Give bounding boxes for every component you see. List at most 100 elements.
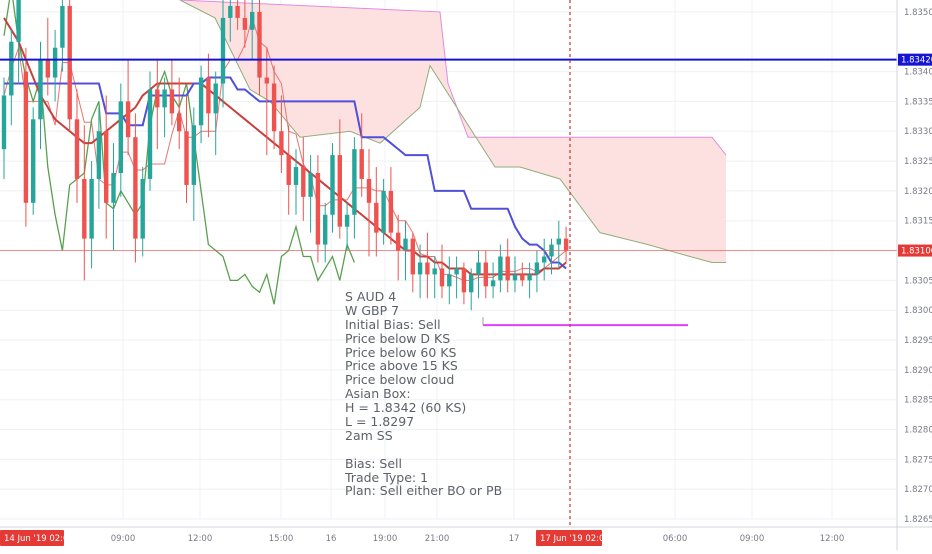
candle-body <box>396 232 401 251</box>
trade-plan-note: S AUD 4 W GBP 7 Initial Bias: Sell Price… <box>345 290 502 498</box>
candle <box>23 47 29 227</box>
candle-body <box>242 17 248 30</box>
time-axis[interactable]: 09:00 12:00 15:00 16 19:00 21:00 17 06:00 09:00 1… <box>0 526 932 546</box>
candle-body <box>461 268 467 293</box>
candle-body <box>60 5 65 48</box>
candle-body <box>23 71 29 203</box>
candle <box>220 0 226 108</box>
candle-body <box>520 274 525 281</box>
candle <box>147 71 153 191</box>
candle-body <box>308 173 313 197</box>
candle <box>82 125 87 281</box>
candle-body <box>155 89 160 108</box>
price-axis[interactable]: 1.83500 1.83400 1.83350 1.83300 1.83250 1.832… <box>896 0 932 550</box>
candle-body <box>67 5 72 120</box>
candle-body <box>286 155 291 185</box>
note-line: Price below D KS <box>345 330 451 346</box>
candle <box>9 29 14 126</box>
note-line: H = 1.8342 (60 KS) <box>345 400 467 416</box>
candle-body <box>118 101 123 173</box>
price-tick-label: 1.83300 <box>904 127 932 137</box>
candle <box>476 250 481 299</box>
candle <box>308 155 313 233</box>
note-line: Bias: Sell <box>345 455 402 471</box>
price-tick-label: 1.83250 <box>904 157 932 167</box>
candle-body <box>45 59 50 78</box>
note-line: Initial Bias: Sell <box>345 316 441 332</box>
price-tick-label: 1.83150 <box>904 217 932 227</box>
price-tick-label: 1.82750 <box>904 455 932 465</box>
candle <box>396 214 401 281</box>
senkou-span-a <box>179 0 727 156</box>
candle-body <box>162 89 167 108</box>
candle <box>505 238 510 293</box>
candle-body <box>293 167 299 185</box>
price-tick-label: 1.83050 <box>904 276 932 286</box>
candle-body <box>447 274 452 287</box>
candle-body <box>279 131 284 156</box>
candle <box>381 178 386 245</box>
candle-body <box>220 17 226 84</box>
candle <box>140 167 145 257</box>
candle <box>228 0 233 42</box>
candle <box>461 262 467 305</box>
candle-body <box>534 262 540 275</box>
candle-body <box>352 149 357 215</box>
candle <box>206 53 211 138</box>
price-levels: 1.83420 1.83100 <box>0 0 932 527</box>
candle <box>344 202 350 251</box>
price-tick-label: 1.83000 <box>904 306 932 316</box>
start-date-label: 14 Jun '19 02:00 <box>4 534 74 544</box>
candle-body <box>476 262 481 275</box>
candle-body <box>374 202 379 233</box>
time-tick-label: 17 <box>509 534 520 544</box>
cloud-area <box>180 0 726 263</box>
candle <box>425 232 430 299</box>
ichimoku-cloud <box>179 0 727 263</box>
note-line: Price below cloud <box>345 372 455 388</box>
candle-body <box>250 11 255 30</box>
candle-body <box>505 256 510 281</box>
candle-body <box>556 238 561 245</box>
price-tick-label: 1.83350 <box>904 97 932 107</box>
candle-body <box>439 268 445 287</box>
candle <box>330 143 335 233</box>
candle-body <box>337 155 342 227</box>
candle-body <box>228 5 233 18</box>
candle-body <box>177 113 182 132</box>
time-tick-label: 19:00 <box>373 534 398 544</box>
candle <box>198 65 204 144</box>
candle <box>155 59 160 150</box>
candle <box>439 244 445 299</box>
note-line: L = 1.8297 <box>345 414 415 430</box>
senkou-span-b <box>179 0 726 263</box>
candle-body <box>315 173 321 245</box>
candle-body <box>344 214 350 227</box>
note-line <box>345 443 502 457</box>
candle <box>410 232 415 293</box>
candle <box>286 125 291 215</box>
start-date-tag <box>0 530 64 546</box>
note-line: 2am SS <box>345 427 393 443</box>
candle <box>337 119 342 239</box>
candle-body <box>323 214 328 245</box>
candle <box>52 29 58 102</box>
candle <box>366 149 372 257</box>
candle <box>45 17 50 96</box>
candle-body <box>213 83 218 114</box>
candle-body <box>147 89 153 179</box>
candle-body <box>198 77 204 126</box>
candle-body <box>9 41 14 96</box>
candle <box>177 77 182 150</box>
candle <box>38 41 43 150</box>
candle <box>293 149 299 215</box>
candle-body <box>512 274 518 281</box>
candle <box>417 244 423 299</box>
candle <box>374 167 379 257</box>
candle-body <box>330 155 335 215</box>
candlestick-series <box>1 0 569 311</box>
candle-body <box>417 262 423 275</box>
